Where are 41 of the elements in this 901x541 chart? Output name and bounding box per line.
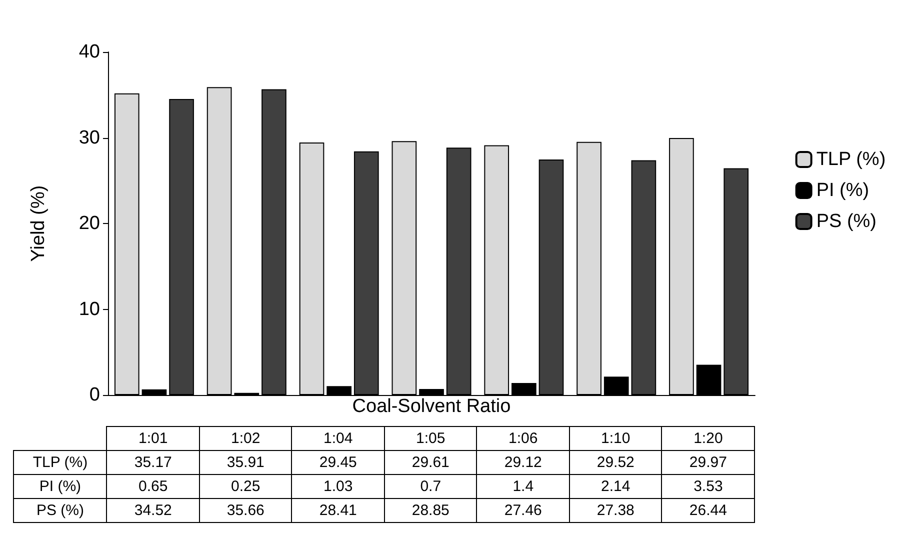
x-tick-label: 1:02 (199, 426, 292, 450)
legend-label: PS (%) (816, 211, 877, 232)
data-label: 0.25 (199, 474, 292, 498)
x-tick-label: 1:10 (569, 426, 662, 450)
text: PS (%) (36, 502, 84, 519)
y-tick-label: 40 (78, 42, 100, 62)
y-tick-label: 0 (89, 384, 100, 406)
data-label: 35.17 (106, 450, 200, 474)
data-label: 0.7 (384, 474, 477, 498)
data-label: 28.41 (292, 498, 384, 522)
data-label: 34.52 (106, 498, 200, 522)
data-label: 29.52 (569, 450, 662, 474)
y-tick-label: 10 (78, 298, 100, 320)
text: TLP (%) (32, 454, 88, 471)
x-tick-label: 1:06 (476, 426, 570, 450)
data-label: 0.65 (106, 474, 200, 498)
text: PI (%) (39, 478, 82, 495)
x-tick-label: 1:05 (384, 426, 477, 450)
y-tick-label: 20 (78, 213, 100, 234)
data-label: 27.38 (569, 498, 662, 522)
data-label: 28.85 (384, 498, 477, 522)
data-label: 27.46 (476, 498, 570, 522)
data-label: 26.44 (662, 498, 754, 522)
data-label: 1.03 (292, 474, 384, 498)
data-label: 3.53 (662, 474, 754, 498)
y-tick-label: 30 (78, 127, 100, 148)
data-label: 29.45 (292, 450, 384, 474)
x-axis-title: Coal-Solvent Ratio (351, 396, 512, 418)
legend-label: PI (%) (816, 180, 870, 201)
x-tick-label: 1:01 (106, 426, 200, 450)
legend-label: TLP (%) (816, 149, 886, 170)
y-axis-title: Yield (%) (28, 185, 49, 262)
x-tick-label: 1:20 (662, 426, 754, 450)
x-tick-label: 1:04 (292, 426, 384, 450)
data-label: 29.12 (476, 450, 570, 474)
data-label: 29.61 (384, 450, 477, 474)
data-label: 29.97 (662, 450, 754, 474)
data-label: 2.14 (569, 474, 662, 498)
data-label: 35.91 (199, 450, 292, 474)
data-label: 1.4 (476, 474, 570, 498)
data-label: 35.66 (199, 498, 292, 522)
